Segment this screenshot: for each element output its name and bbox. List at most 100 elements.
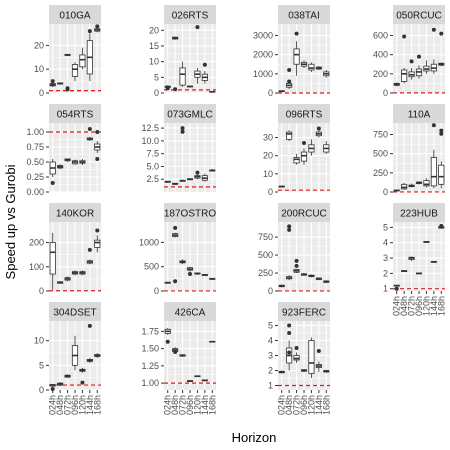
facet-panel: 426CA 1.00 1.25 1.50 1.75 024h048h072h096h120… [141,302,217,415]
y-tick-label: 1.75 [141,326,159,336]
y-tick-label: 2000 [253,50,273,60]
y-tick-label: 0 [39,385,44,395]
box-iqr [293,157,300,164]
y-tick-label: 5 [154,72,159,82]
y-tick-label: 4 [268,336,273,346]
y-tick-label: 3000 [253,31,273,41]
box-plot [79,270,86,276]
outlier-point [439,128,444,133]
box-plot [308,62,315,72]
box-plot [186,85,194,88]
box-plot [315,66,322,70]
facet-title: 223HUB [400,209,438,220]
y-tick-label: 12.5 [141,123,159,133]
facet-title: 140KOR [56,209,94,220]
box-plot [278,284,285,288]
y-tick-label: 2 [268,366,273,376]
y-tick-label: 500 [258,250,273,260]
box-plot [430,59,437,74]
outlier-point [195,170,200,175]
box-iqr [308,63,315,71]
outlier-point [95,157,100,161]
box-plot [79,47,86,70]
outlier-point [294,263,299,268]
y-tick-label: 100 [29,262,44,272]
outlier-point [50,181,55,185]
box-plot [201,71,208,84]
box-plot [393,284,400,287]
outlier-point [188,271,192,276]
box-plot [293,153,300,165]
box-plot [49,159,56,177]
outlier-point [87,29,92,34]
box-iqr [300,151,308,162]
x-tick-label: 072h [63,395,73,415]
y-tick-label: 1000 [139,237,159,247]
box-plot [64,53,71,57]
outlier-point [50,387,55,392]
outlier-point [95,24,100,29]
y-tick-label: 20 [149,25,159,35]
box-plot [293,41,300,76]
y-tick-label: 10.0 [141,136,159,146]
box-iqr [179,67,186,86]
outlier-point [417,54,421,59]
box-plot [179,259,186,265]
box-plot [415,181,423,185]
box-plot [308,274,315,278]
box-plot [86,33,93,82]
facet-title: 187OSTRO [164,209,216,220]
outlier-point [173,279,178,284]
facet-strip [393,203,445,222]
box-plot [179,61,186,87]
box-plot [278,370,285,374]
x-tick-label: 120h [192,395,202,415]
box-plot [300,148,308,165]
y-tick-label: 7.5 [146,149,159,159]
y-tick-label: 0.75 [26,142,44,152]
y-tick-label: 250 [258,268,273,278]
box-iqr [308,340,315,374]
box-iqr [286,131,293,140]
box-plot [71,159,79,165]
outlier-point [294,258,299,263]
facet-strip [164,302,216,321]
box-plot [408,183,415,188]
box-plot [430,149,437,189]
facet-title: 923FERC [282,308,326,319]
outlier-point [202,62,207,67]
box-plot [194,67,201,84]
x-tick-label: 024h [163,395,173,415]
box-plot [408,68,415,80]
box-plot [79,367,86,373]
box-plot [79,159,86,165]
y-tick-label: 400 [373,50,388,60]
x-tick-label: 024h [48,395,58,415]
box-plot [401,68,408,84]
box-plot [278,185,285,188]
x-tick-label: 024h [277,395,287,415]
box-plot [186,266,194,272]
box-plot [94,141,101,153]
facet-panel: 110A 0 250 500 750 [373,104,445,197]
box-plot [423,178,430,188]
box-plot [172,232,179,238]
outlier-point [431,123,436,128]
y-tick-label: 1000 [253,69,273,79]
y-tick-label: 10 [34,336,44,346]
facet-title: 426CA [175,308,206,319]
facet-strip [393,104,445,123]
y-tick-label: 1 [268,381,273,391]
box-plot [57,164,64,170]
box-plot [415,65,423,79]
outlier-point [294,31,299,36]
y-axis-title: Speed up vs Gurobi [3,164,18,279]
y-tick-label: 15 [149,41,159,51]
outlier-point [287,68,292,72]
facet-title: 073GMLC [167,110,213,121]
box-plot [300,369,308,372]
box-plot [64,276,71,282]
outlier-point [287,323,292,328]
